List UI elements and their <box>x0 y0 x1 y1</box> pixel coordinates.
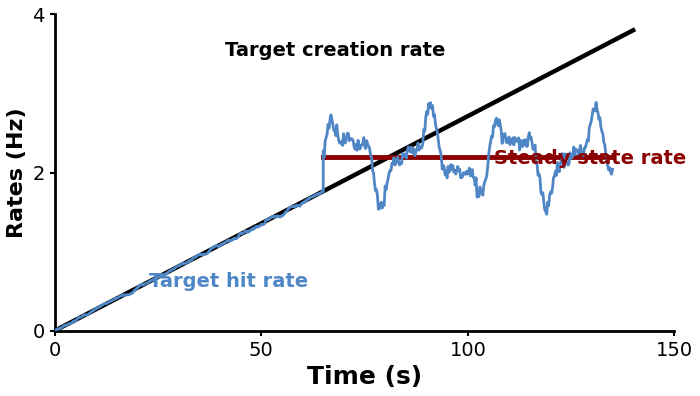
Y-axis label: Rates (Hz): Rates (Hz) <box>7 107 27 238</box>
Text: Target creation rate: Target creation rate <box>225 40 446 59</box>
Text: Steady state rate: Steady state rate <box>494 149 686 168</box>
X-axis label: Time (s): Time (s) <box>307 365 422 389</box>
Text: Target hit rate: Target hit rate <box>148 272 308 291</box>
